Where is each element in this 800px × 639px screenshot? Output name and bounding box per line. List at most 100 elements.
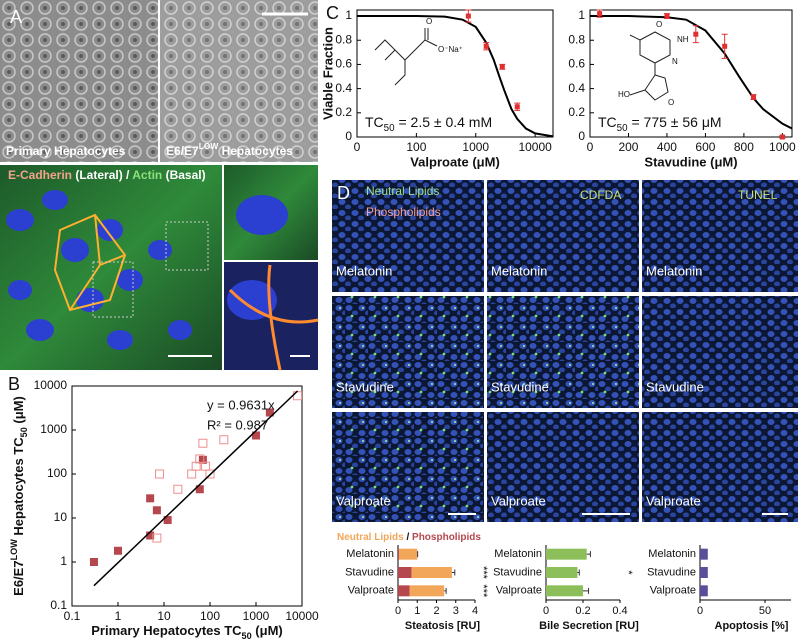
atom-label: HO	[618, 90, 630, 99]
micrograph	[332, 296, 484, 408]
tc50-label: TC50 = 2.5 ± 0.4 mM	[365, 114, 492, 134]
category-label: Stavudine	[493, 566, 542, 578]
point	[205, 469, 215, 479]
nucleus	[236, 195, 288, 235]
atom-label: O	[426, 17, 432, 26]
error-bar	[451, 569, 456, 576]
stain-legend-part: (Basal)	[162, 168, 205, 182]
x-axis-label-part: Primary Hepatocytes TC	[91, 623, 242, 638]
stain-legend-part: Actin	[132, 168, 162, 182]
x-tick-label: 0	[697, 605, 703, 617]
fit-line	[93, 390, 299, 587]
point	[597, 11, 603, 17]
fit-curve	[357, 15, 554, 138]
nucleus	[227, 280, 277, 320]
significance: *	[622, 570, 634, 575]
y-tick-label: 0.6	[335, 57, 352, 71]
bar	[546, 548, 587, 560]
point	[187, 469, 197, 479]
row-label: Melatonin	[491, 263, 547, 278]
bar	[398, 585, 410, 597]
stain-legend-part: E-Cadherin	[8, 168, 72, 182]
micrograph	[332, 412, 484, 522]
bar	[398, 548, 418, 560]
point	[465, 13, 471, 19]
bar	[700, 548, 708, 560]
micrograph	[332, 180, 484, 292]
stain-legend-part: (Lateral) /	[72, 168, 132, 182]
x-tick-label: 0	[395, 605, 401, 617]
panel-label: C	[326, 3, 339, 23]
bar	[700, 567, 708, 578]
row-label: Stavudine	[646, 379, 704, 394]
x-tick-label: 3	[453, 605, 459, 617]
point	[483, 43, 489, 49]
x-axis-label-part: 50	[242, 631, 252, 639]
stain-header: Neutral Lipids	[366, 184, 439, 198]
category-label: Valproate	[650, 585, 696, 597]
tc50-label-part: 50	[617, 123, 628, 134]
y-tick-label: 0	[345, 129, 352, 143]
point	[198, 455, 207, 464]
x-tick-label: 0	[587, 140, 594, 154]
x-tick-label: 0	[543, 605, 549, 617]
x-tick-label: 0	[354, 140, 361, 154]
inset-box	[165, 221, 209, 271]
y-tick-label: 0.2	[568, 105, 585, 119]
point	[155, 469, 165, 479]
x-axis-label: Valproate (μM)	[410, 154, 500, 169]
x-tick-label: 2	[433, 605, 439, 617]
fit-curve	[590, 15, 793, 130]
point	[499, 64, 505, 70]
y-axis-label-part: Hepatocytes TC	[11, 437, 26, 539]
category-label: Melatonin	[494, 548, 542, 560]
fit-equation: y = 0.9631x	[207, 397, 275, 412]
x-tick-label: 0.4	[612, 605, 627, 617]
tc50-label-part: TC	[598, 114, 617, 130]
x-tick-label: 10	[157, 609, 171, 623]
bar	[546, 567, 578, 578]
category-label: Melatonin	[346, 548, 394, 560]
y-tick-label: 0.8	[568, 32, 585, 46]
tc50-label-part: = 775 ± 56 μM	[628, 114, 722, 130]
stain-header: TUNEL	[738, 188, 778, 202]
bar	[546, 585, 583, 597]
stain-header: CDFDA	[580, 188, 621, 202]
micrograph	[487, 412, 639, 522]
x-tick-label: 1	[115, 609, 122, 623]
molecule	[629, 31, 671, 101]
row-label: Stavudine	[491, 379, 549, 394]
y-tick-label: 0.1	[50, 598, 67, 612]
junctions	[228, 264, 319, 371]
x-tick-label: 400	[657, 140, 677, 154]
point	[722, 43, 728, 49]
point	[152, 506, 161, 515]
x-axis-label: Steatosis [RU]	[405, 620, 481, 632]
y-tick-label: 0	[578, 129, 585, 143]
atom-label: O	[668, 98, 674, 107]
point	[195, 485, 204, 494]
atom-label: O⁻Na⁺	[438, 45, 463, 54]
x-axis-label: Bile Secretion [RU]	[539, 620, 639, 632]
atom-label: O	[656, 20, 662, 29]
row-label: Stavudine	[336, 379, 394, 394]
point	[173, 484, 183, 494]
image-caption: Primary Hepatocytes	[6, 144, 126, 158]
y-axis-label-part: 50	[19, 427, 29, 437]
x-tick-label: 10000	[285, 609, 319, 623]
y-axis-label: Viable Fraction	[320, 27, 335, 120]
bar	[398, 548, 399, 560]
panel-label: A	[10, 7, 22, 27]
y-tick-label: 0.4	[335, 81, 352, 95]
significance: ***	[477, 566, 489, 580]
error-bar	[586, 551, 591, 558]
point	[146, 531, 155, 540]
y-tick-label: 10000	[34, 378, 68, 392]
point	[514, 104, 520, 110]
error-bar	[444, 587, 447, 594]
micrograph	[487, 296, 639, 408]
point	[146, 494, 155, 503]
legend-separator: /	[404, 532, 412, 543]
y-axis-label: E6/E7LOW Hepatocytes TC50 (μM)	[9, 396, 29, 596]
category-label: Stavudine	[647, 566, 696, 578]
